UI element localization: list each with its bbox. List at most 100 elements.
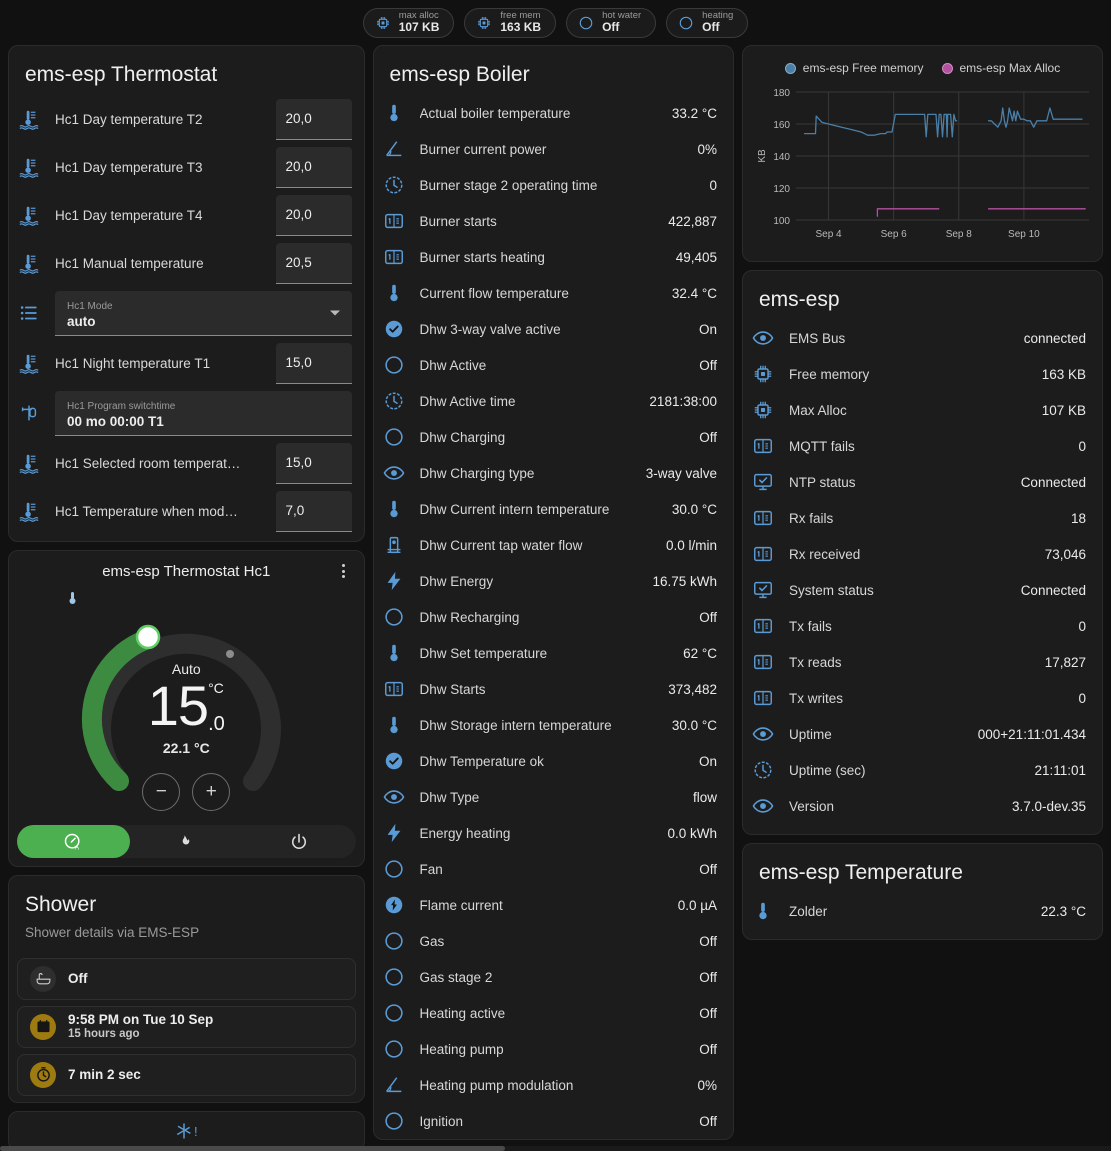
entity-value[interactable]: 0%	[697, 1077, 717, 1093]
entity-row[interactable]: Dhw Current intern temperature 30.0 °C	[374, 491, 733, 527]
entity-value[interactable]: 163 KB	[1041, 366, 1086, 382]
entity-value[interactable]: 373,482	[668, 681, 717, 697]
entity-row[interactable]: Energy heating 0.0 kWh	[374, 815, 733, 851]
entity-row[interactable]: Rx fails 18	[743, 500, 1102, 536]
entity-row[interactable]: Dhw Temperature ok On	[374, 743, 733, 779]
entity-value[interactable]: Off	[699, 861, 717, 877]
entity-row[interactable]: Heating pump Off	[374, 1031, 733, 1067]
entity-value[interactable]: 0	[709, 177, 717, 193]
partial-card-bottom[interactable]: !	[8, 1111, 365, 1151]
entity-value[interactable]: 0	[1078, 690, 1086, 706]
entity-value[interactable]: 21:11:01	[1034, 762, 1086, 778]
status-chip-free-mem[interactable]: free mem 163 KB	[464, 7, 557, 38]
entity-row[interactable]: Dhw Active Off	[374, 347, 733, 383]
entity-row[interactable]: Burner starts 422,887	[374, 203, 733, 239]
entity-value[interactable]: On	[698, 753, 717, 769]
entity-value[interactable]: 3.7.0-dev.35	[1011, 798, 1086, 814]
entity-value[interactable]: 49,405	[675, 249, 717, 265]
thermostat-number-row[interactable]: Hc1 Manual temperature 20,5	[9, 239, 364, 287]
heat-mode-button[interactable]	[130, 825, 243, 858]
entity-value[interactable]: 3-way valve	[645, 465, 717, 481]
status-chip-heating[interactable]: heating Off	[666, 7, 749, 38]
entity-row[interactable]: Dhw Storage intern temperature 30.0 °C	[374, 707, 733, 743]
entity-row[interactable]: Dhw Set temperature 62 °C	[374, 635, 733, 671]
scrollbar-thumb[interactable]	[0, 1146, 505, 1151]
entity-value[interactable]: 17,827	[1044, 654, 1086, 670]
entity-row[interactable]: Dhw 3-way valve active On	[374, 311, 733, 347]
thermostat-number-input[interactable]: 15,0	[275, 342, 352, 384]
entity-value[interactable]: 62 °C	[683, 645, 717, 661]
entity-value[interactable]: 30.0 °C	[671, 717, 717, 733]
thermostat-number-input[interactable]: 20,0	[275, 194, 352, 236]
entity-value[interactable]: On	[698, 321, 717, 337]
entity-row[interactable]: Burner starts heating 49,405	[374, 239, 733, 275]
shower-row[interactable]: 9:58 PM on Tue 10 Sep 15 hours ago	[17, 1005, 356, 1048]
entity-value[interactable]: Connected	[1020, 474, 1086, 490]
entity-row[interactable]: Uptime 000+21:11:01.434	[743, 716, 1102, 752]
entity-value[interactable]: 16.75 kWh	[652, 573, 717, 589]
entity-value[interactable]: Off	[699, 429, 717, 445]
entity-value[interactable]: 18	[1070, 510, 1086, 526]
entity-value[interactable]: 30.0 °C	[671, 501, 717, 517]
shower-row[interactable]: 7 min 2 sec	[17, 1053, 356, 1096]
entity-row[interactable]: Dhw Type flow	[374, 779, 733, 815]
entity-row[interactable]: Dhw Recharging Off	[374, 599, 733, 635]
decrease-temperature-button[interactable]: −	[142, 773, 181, 812]
entity-row[interactable]: Max Alloc 107 KB	[743, 392, 1102, 428]
legend-item[interactable]: ems-esp Free memory	[784, 61, 924, 75]
entity-value[interactable]: 000+21:11:01.434	[977, 726, 1086, 742]
more-options-icon[interactable]	[336, 563, 352, 579]
entity-row[interactable]: Heating active Off	[374, 995, 733, 1031]
shower-row[interactable]: Off	[17, 957, 356, 1000]
entity-row[interactable]: Dhw Current tap water flow 0.0 l/min	[374, 527, 733, 563]
entity-row[interactable]: Free memory 163 KB	[743, 356, 1102, 392]
entity-value[interactable]: Off	[699, 1113, 717, 1129]
entity-row[interactable]: Gas stage 2 Off	[374, 959, 733, 995]
thermostat-dial[interactable]: Auto 15 °C .0	[68, 591, 304, 819]
entity-row[interactable]: System status Connected	[743, 572, 1102, 608]
legend-item[interactable]: ems-esp Max Alloc	[941, 61, 1060, 75]
entity-row[interactable]: Burner current power 0%	[374, 131, 733, 167]
entity-value[interactable]: 73,046	[1044, 546, 1086, 562]
thermostat-number-row[interactable]: Hc1 Night temperature T1 15,0	[9, 339, 364, 387]
thermostat-text-input[interactable]: Hc1 Program switchtime 00 mo 00:00 T1	[55, 390, 352, 436]
entity-value[interactable]: Connected	[1020, 582, 1086, 598]
auto-mode-button[interactable]: A	[17, 825, 130, 859]
entity-row[interactable]: EMS Bus connected	[743, 320, 1102, 356]
entity-value[interactable]: 0.0 l/min	[665, 537, 717, 553]
entity-value[interactable]: 107 KB	[1041, 402, 1086, 418]
thermostat-number-row[interactable]: Hc1 Day temperature T2 20,0	[9, 95, 364, 143]
thermostat-number-row[interactable]: Hc1 Temperature when mod… 7,0	[9, 487, 364, 535]
entity-row[interactable]: Gas Off	[374, 923, 733, 959]
entity-row[interactable]: Dhw Energy 16.75 kWh	[374, 563, 733, 599]
increase-temperature-button[interactable]: +	[192, 773, 231, 812]
entity-value[interactable]: 32.4 °C	[671, 285, 717, 301]
thermostat-text-row[interactable]: Hc1 Program switchtime 00 mo 00:00 T1	[9, 387, 364, 439]
thermostat-number-input[interactable]: 20,0	[275, 146, 352, 188]
entity-value[interactable]: 0.0 µA	[677, 897, 717, 913]
status-chip-max-alloc[interactable]: max alloc 107 KB	[362, 7, 455, 38]
entity-value[interactable]: 0.0 kWh	[667, 825, 717, 841]
entity-row[interactable]: Rx received 73,046	[743, 536, 1102, 572]
entity-row[interactable]: Current flow temperature 32.4 °C	[374, 275, 733, 311]
entity-row[interactable]: Tx fails 0	[743, 608, 1102, 644]
entity-row[interactable]: Dhw Charging Off	[374, 419, 733, 455]
entity-row[interactable]: Dhw Charging type 3-way valve	[374, 455, 733, 491]
thermostat-number-input[interactable]: 7,0	[275, 490, 352, 532]
thermostat-number-row[interactable]: Hc1 Day temperature T3 20,0	[9, 143, 364, 191]
entity-value[interactable]: 422,887	[668, 213, 717, 229]
entity-value[interactable]: 0	[1078, 618, 1086, 634]
chart-plot[interactable]: 100 120 140 160 180 Sep 4 Sep 6 Sep 8 Sep 10 KB	[751, 80, 1094, 255]
entity-row[interactable]: Tx reads 17,827	[743, 644, 1102, 680]
dial-handle[interactable]	[136, 625, 161, 650]
entity-row[interactable]: Burner stage 2 operating time 0	[374, 167, 733, 203]
entity-row[interactable]: Dhw Active time 2181:38:00	[374, 383, 733, 419]
status-chip-hot-water[interactable]: hot water Off	[566, 7, 657, 38]
entity-row[interactable]: NTP status Connected	[743, 464, 1102, 500]
off-mode-button[interactable]	[243, 825, 356, 858]
entity-row[interactable]: Version 3.7.0-dev.35	[743, 788, 1102, 824]
thermostat-number-row[interactable]: Hc1 Selected room temperat… 15,0	[9, 439, 364, 487]
entity-value[interactable]: 2181:38:00	[649, 393, 717, 409]
entity-value[interactable]: Off	[699, 1041, 717, 1057]
thermostat-number-row[interactable]: Hc1 Day temperature T4 20,0	[9, 191, 364, 239]
